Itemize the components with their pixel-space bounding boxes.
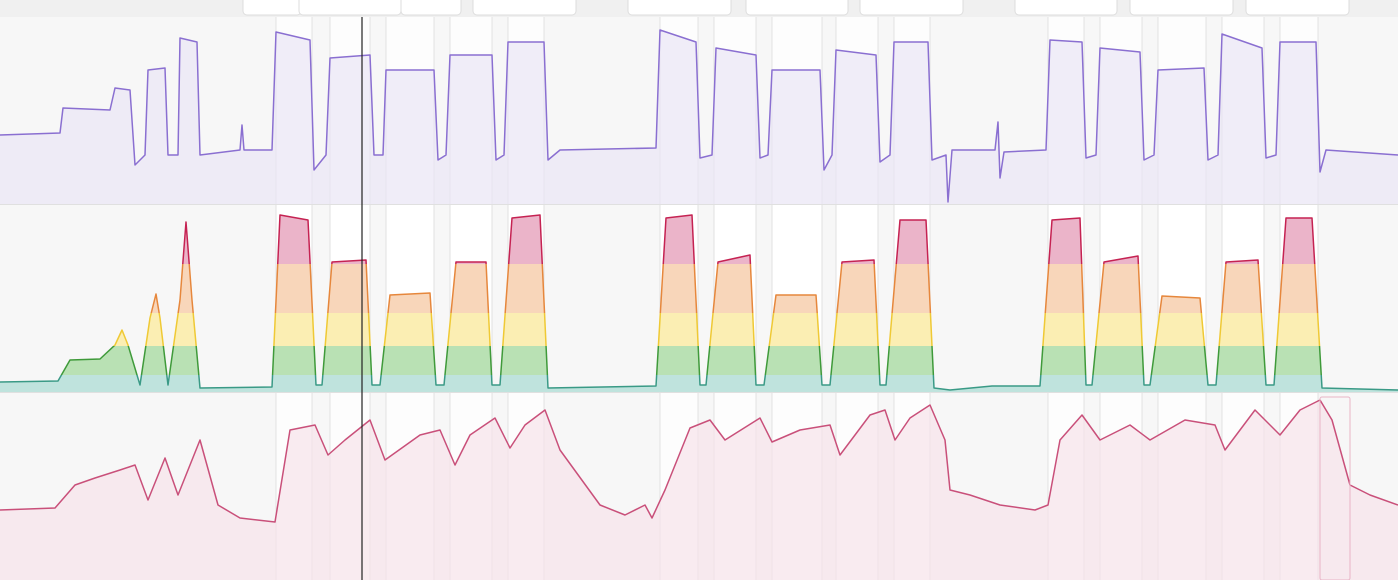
tab[interactable]: [745, 0, 849, 16]
panel: [0, 205, 1398, 393]
area-fill: [0, 400, 1398, 580]
plots: [0, 17, 1398, 580]
area-fill: [0, 30, 1398, 204]
series-line: [0, 399, 1398, 523]
selection-box: [1319, 396, 1351, 580]
series-line: [0, 29, 1398, 203]
zone-fill: [151, 264, 1318, 313]
tab[interactable]: [1014, 0, 1118, 16]
panel: [0, 393, 1398, 580]
tab[interactable]: [859, 0, 964, 16]
zone-fill: [182, 215, 1315, 264]
zone-line: [0, 375, 1398, 391]
tabs: [242, 0, 1350, 16]
tab[interactable]: [242, 0, 302, 16]
tab[interactable]: [627, 0, 732, 16]
zone-fill: [113, 313, 1320, 346]
zone-line: [182, 214, 1316, 264]
panel: [0, 17, 1398, 205]
tab[interactable]: [298, 0, 402, 16]
tab[interactable]: [1129, 0, 1234, 16]
tab[interactable]: [1245, 0, 1350, 16]
tab[interactable]: [400, 0, 462, 16]
tab[interactable]: [472, 0, 577, 16]
zone-fill: [0, 375, 1398, 392]
zone-fill: [61, 346, 1322, 375]
